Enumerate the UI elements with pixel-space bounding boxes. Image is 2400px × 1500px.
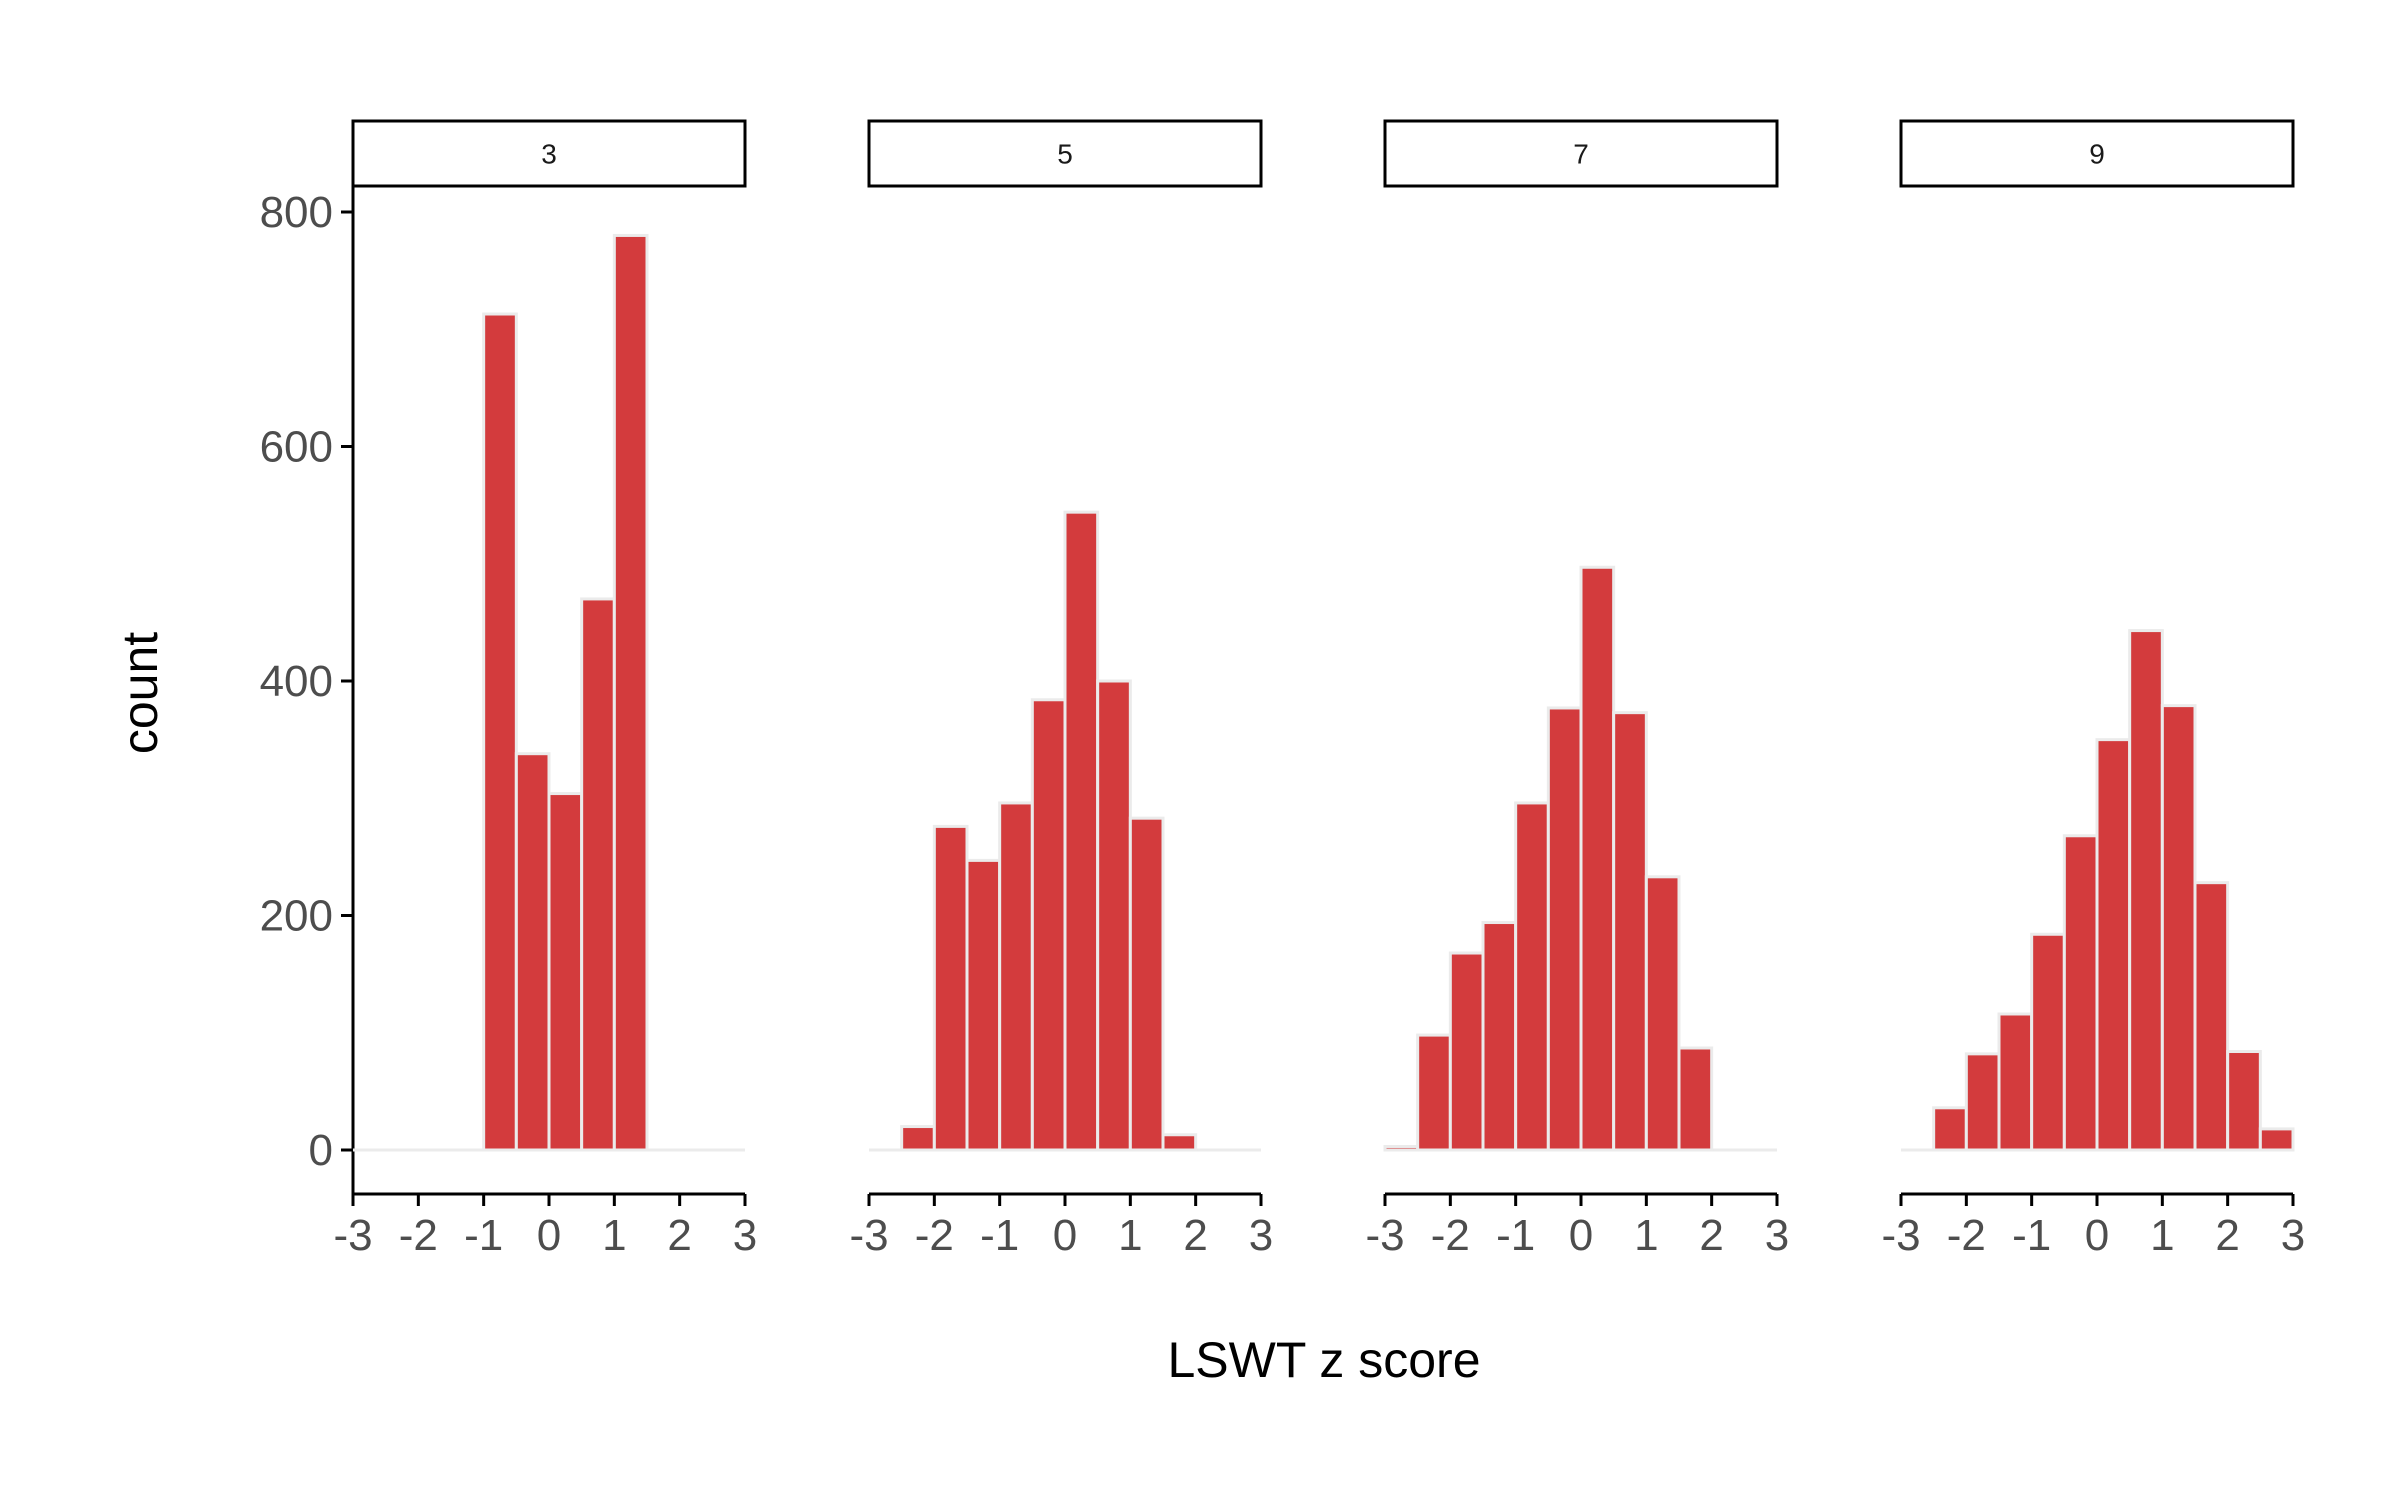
histogram-bar [2095,738,2132,1152]
histogram-bar [482,312,518,1152]
histogram-bar [2030,932,2066,1152]
x-tick-label: -1 [464,1211,503,1260]
histogram-bar [612,233,649,1152]
facet-strip-label: 3 [541,139,557,170]
y-axis: 0 200 400 600 800 [260,186,355,1194]
x-tick-label: -2 [399,1211,438,1260]
histogram-bar [1612,711,1648,1152]
histogram-bar [1416,1033,1452,1152]
histogram-bar [2226,1050,2262,1152]
facet-strip [351,119,747,188]
x-tick-label: 3 [1765,1211,1789,1260]
histogram-bar [1546,706,1583,1152]
histogram-bar [1448,951,1485,1152]
y-tick-label: 400 [260,657,333,706]
x-tick-label: 3 [2281,1211,2305,1260]
histogram-bar [1063,510,1100,1152]
facet-strip [867,119,1263,188]
histogram-bar [514,752,551,1152]
x-tick-label: 3 [1249,1211,1273,1260]
x-tick-label: 1 [1118,1211,1142,1260]
histogram-bar [1677,1046,1714,1152]
x-tick-label: 2 [667,1211,691,1260]
x-tick-label: -1 [980,1211,1019,1260]
histogram-bar [932,824,969,1152]
histogram-bar [900,1125,936,1152]
facet-panel: 9 -3 -2 -1 0 1 2 3 [1881,119,2305,1260]
x-tick-label: -3 [333,1211,372,1260]
x-tick-label: 0 [1569,1211,1593,1260]
histogram-bar [1514,801,1550,1152]
histogram-bar [2160,704,2197,1152]
x-tick-label: -1 [2012,1211,2051,1260]
histogram-bar [1128,816,1165,1152]
histogram-bar [547,792,584,1152]
histogram-bar [1932,1106,1968,1152]
y-tick-label: 200 [260,892,333,941]
x-tick-label: 0 [2085,1211,2109,1260]
x-tick-label: -2 [1947,1211,1986,1260]
facet-strip [1899,119,2295,188]
x-tick-label: 2 [2215,1211,2239,1260]
histogram-bar [998,801,1034,1152]
histogram-bar [2128,629,2164,1152]
x-tick-label: 0 [537,1211,561,1260]
histogram-bar [2193,881,2230,1152]
histogram-bar [1481,921,1518,1152]
histogram-bar [1096,679,1132,1152]
histogram-bar [2258,1127,2295,1152]
histogram-bar [965,858,1002,1152]
y-tick-label: 600 [260,423,333,472]
facet-strip [1383,119,1779,188]
histogram-bar [1964,1052,2001,1152]
facet-strip-label: 9 [2089,139,2105,170]
x-tick-label: 1 [602,1211,626,1260]
x-tick-label: -3 [849,1211,888,1260]
histogram-bar [1161,1133,1198,1152]
x-tick-label: 2 [1699,1211,1723,1260]
x-tick-label: 3 [733,1211,757,1260]
y-tick-label: 0 [309,1126,333,1175]
x-tick-label: -2 [1431,1211,1470,1260]
x-tick-label: 2 [1183,1211,1207,1260]
histogram-bar [1997,1012,2034,1152]
x-axis-title: LSWT z score [1167,1332,1480,1388]
facet-panel: 5 -3 -2 -1 0 1 2 3 [849,119,1273,1260]
x-tick-label: -1 [1496,1211,1535,1260]
y-axis-title: count [112,632,168,754]
histogram-bar [2062,834,2099,1152]
histogram-bar [1644,875,1681,1152]
x-tick-label: 1 [2150,1211,2174,1260]
facet-panel: 3-3 -2 -1 0 1 2 3 [333,119,757,1260]
facet-strip-label: 7 [1573,139,1589,170]
facet-strip-label: 5 [1057,139,1073,170]
x-tick-label: -2 [915,1211,954,1260]
x-tick-label: -3 [1881,1211,1920,1260]
facet-panel: 7 -3 -2 -1 0 1 2 3 [1365,119,1789,1260]
histogram-bar [1030,698,1067,1152]
y-tick-label: 800 [260,188,333,237]
x-tick-label: -3 [1365,1211,1404,1260]
histogram-bar [1383,1144,1420,1152]
histogram-bar [1579,565,1616,1152]
facets: 3-3 -2 -1 0 1 2 35-3 -2 -1 0 1 2 37-3 -2 -1 0 1 2 39-3 -2 -1… [333,119,2305,1260]
x-tick-label: 0 [1053,1211,1077,1260]
x-tick-label: 1 [1634,1211,1658,1260]
histogram-bar [580,597,616,1152]
